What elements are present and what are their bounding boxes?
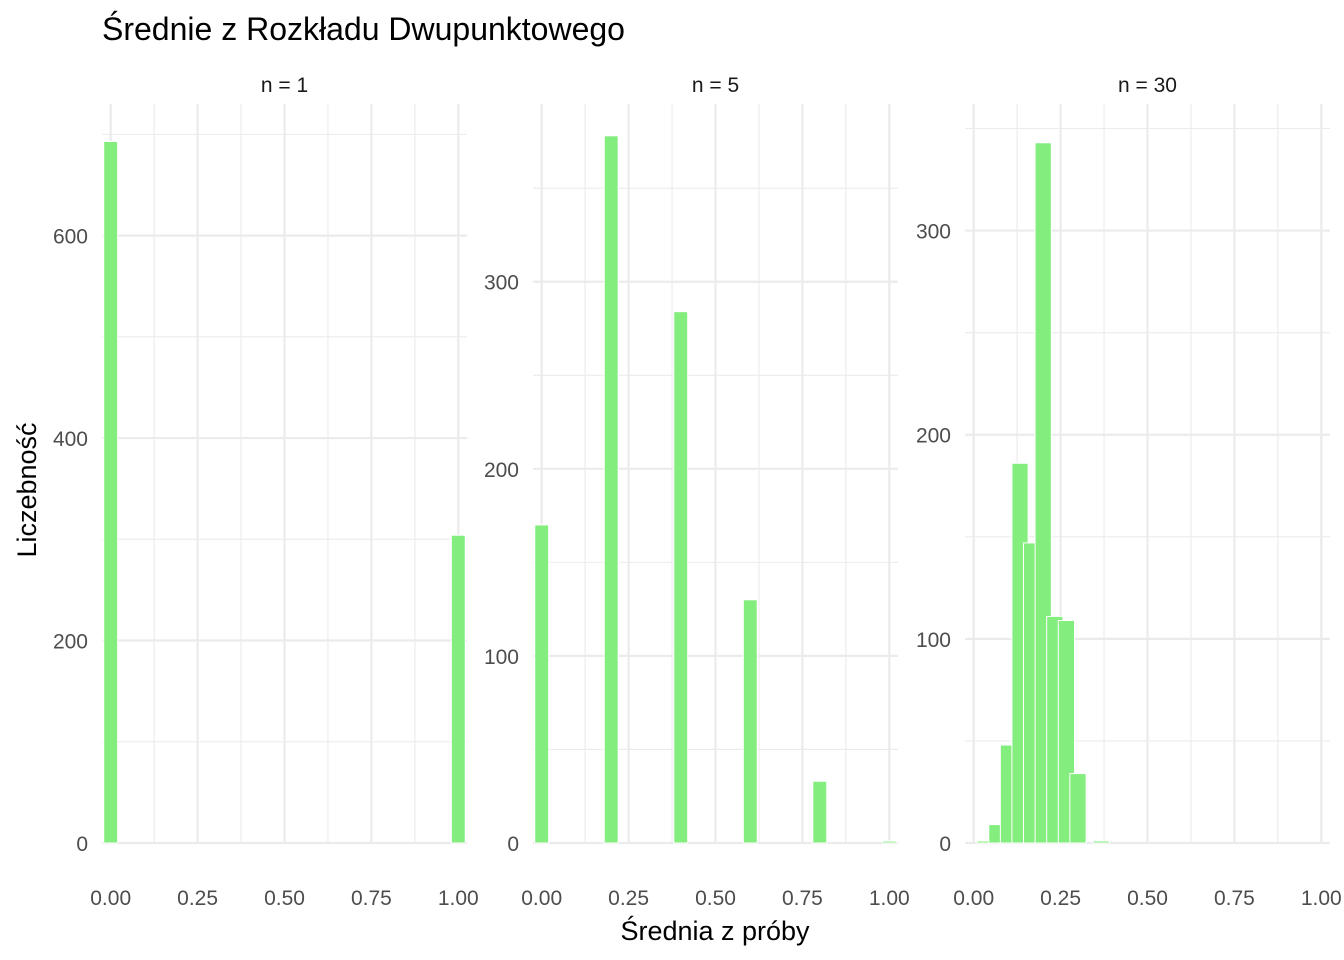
y-tick-label: 300 [916, 221, 951, 244]
bar [812, 780, 828, 844]
bar [534, 524, 550, 844]
chart-title: Średnie z Rozkładu Dwupunktowego [102, 11, 625, 47]
x-tick-label: 0.75 [351, 887, 392, 910]
bar [673, 311, 689, 844]
y-tick-label: 200 [53, 631, 88, 654]
y-tick-label: 0 [939, 833, 951, 856]
y-tick-label: 200 [916, 425, 951, 448]
y-axis-title: Liczebność [12, 422, 42, 557]
y-tick-label: 0 [76, 833, 88, 856]
x-tick-label: 1.00 [438, 887, 479, 910]
x-tick-label: 1.00 [1301, 887, 1342, 910]
facet-strip-label: n = 5 [692, 74, 739, 97]
y-tick-label: 0 [507, 833, 519, 856]
y-tick-label: 200 [484, 459, 519, 482]
y-tick-label: 300 [484, 272, 519, 295]
y-tick-label: 100 [484, 646, 519, 669]
bar [1069, 773, 1087, 844]
facet-panel: n = 1 0 200 400 600 0.00 0.25 0.50 0.75 1.00 [53, 74, 479, 910]
x-tick-label: 0.75 [1214, 887, 1255, 910]
x-axis-title: Średnia z próby [620, 914, 810, 946]
facet-strip-label: n = 1 [261, 74, 308, 97]
bar [603, 135, 619, 844]
facet-strip-label: n = 30 [1118, 74, 1177, 97]
x-tick-label: 0.75 [782, 887, 823, 910]
x-tick-label: 0.00 [953, 887, 994, 910]
y-tick-label: 400 [53, 428, 88, 451]
y-tick-label: 600 [53, 226, 88, 249]
x-tick-label: 0.50 [695, 887, 736, 910]
facet-panel: n = 5 0 100 200 300 0.00 0.25 0.50 0.75 1.00 [484, 74, 910, 910]
bar [450, 534, 466, 844]
x-tick-label: 0.00 [90, 887, 131, 910]
x-tick-label: 0.25 [608, 887, 649, 910]
x-tick-label: 0.50 [1127, 887, 1168, 910]
x-tick-label: 0.25 [1040, 887, 1081, 910]
bar [1092, 840, 1110, 844]
x-tick-label: 0.25 [177, 887, 218, 910]
facet-panel: n = 30 0 100 200 300 0.00 0.25 0.50 0.75 1.00 [916, 74, 1342, 910]
x-tick-label: 0.00 [521, 887, 562, 910]
x-tick-label: 1.00 [869, 887, 910, 910]
bar [103, 140, 119, 844]
bar [881, 840, 897, 844]
y-tick-label: 100 [916, 629, 951, 652]
bar [742, 599, 758, 844]
x-tick-label: 0.50 [264, 887, 305, 910]
